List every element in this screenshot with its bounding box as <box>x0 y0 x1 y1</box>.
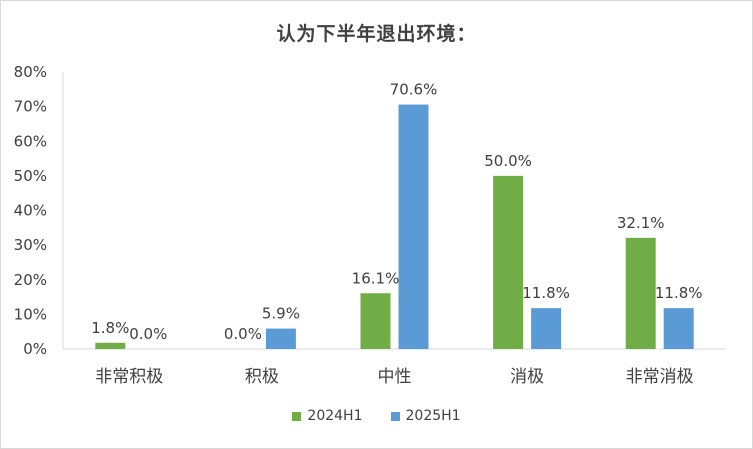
data-label-2024h1: 0.0% <box>224 325 262 343</box>
y-tick-label: 10% <box>14 305 47 323</box>
x-category-label: 消极 <box>510 367 544 387</box>
x-category-label: 非常消极 <box>626 367 694 387</box>
legend-label-2024h1: 2024H1 <box>307 408 363 424</box>
bar-2024h1 <box>360 293 391 349</box>
y-tick-label: 0% <box>23 340 47 358</box>
chart-title: 认为下半年退出环境： <box>276 23 477 45</box>
legend: 2024H1 2025H1 <box>0 408 753 424</box>
y-tick-label: 40% <box>14 202 47 220</box>
bar-2025h1 <box>531 308 562 349</box>
bar-2024h1 <box>493 175 524 349</box>
y-tick-label: 70% <box>14 98 47 116</box>
y-tick-label: 80% <box>14 63 47 81</box>
legend-swatch-2024h1 <box>292 411 302 421</box>
y-tick-label: 20% <box>14 271 47 289</box>
data-label-2025h1: 5.9% <box>262 305 300 323</box>
y-tick-label: 30% <box>14 236 47 254</box>
legend-item-2025h1: 2025H1 <box>390 408 461 424</box>
legend-item-2024h1: 2024H1 <box>292 408 363 424</box>
bar-2024h1 <box>95 342 126 349</box>
y-tick-label: 50% <box>14 167 47 185</box>
data-label-2024h1: 50.0% <box>484 152 532 170</box>
data-label-2024h1: 32.1% <box>617 214 665 232</box>
data-label-2024h1: 1.8% <box>91 319 129 337</box>
x-category-label: 中性 <box>378 367 412 387</box>
data-label-2025h1: 70.6% <box>390 81 438 99</box>
legend-label-2025h1: 2025H1 <box>405 408 461 424</box>
bar-2025h1 <box>398 104 429 349</box>
y-tick-label: 60% <box>14 132 47 150</box>
data-label-2025h1: 11.8% <box>522 284 570 302</box>
legend-swatch-2025h1 <box>390 411 400 421</box>
bar-2025h1 <box>265 328 296 349</box>
data-label-2025h1: 0.0% <box>129 325 167 343</box>
data-label-2025h1: 11.8% <box>655 284 703 302</box>
x-category-label: 非常积极 <box>95 367 163 387</box>
bar-2024h1 <box>625 237 656 349</box>
x-category-label: 积极 <box>245 367 279 387</box>
data-label-2024h1: 16.1% <box>352 269 400 287</box>
bar-2025h1 <box>663 308 694 349</box>
